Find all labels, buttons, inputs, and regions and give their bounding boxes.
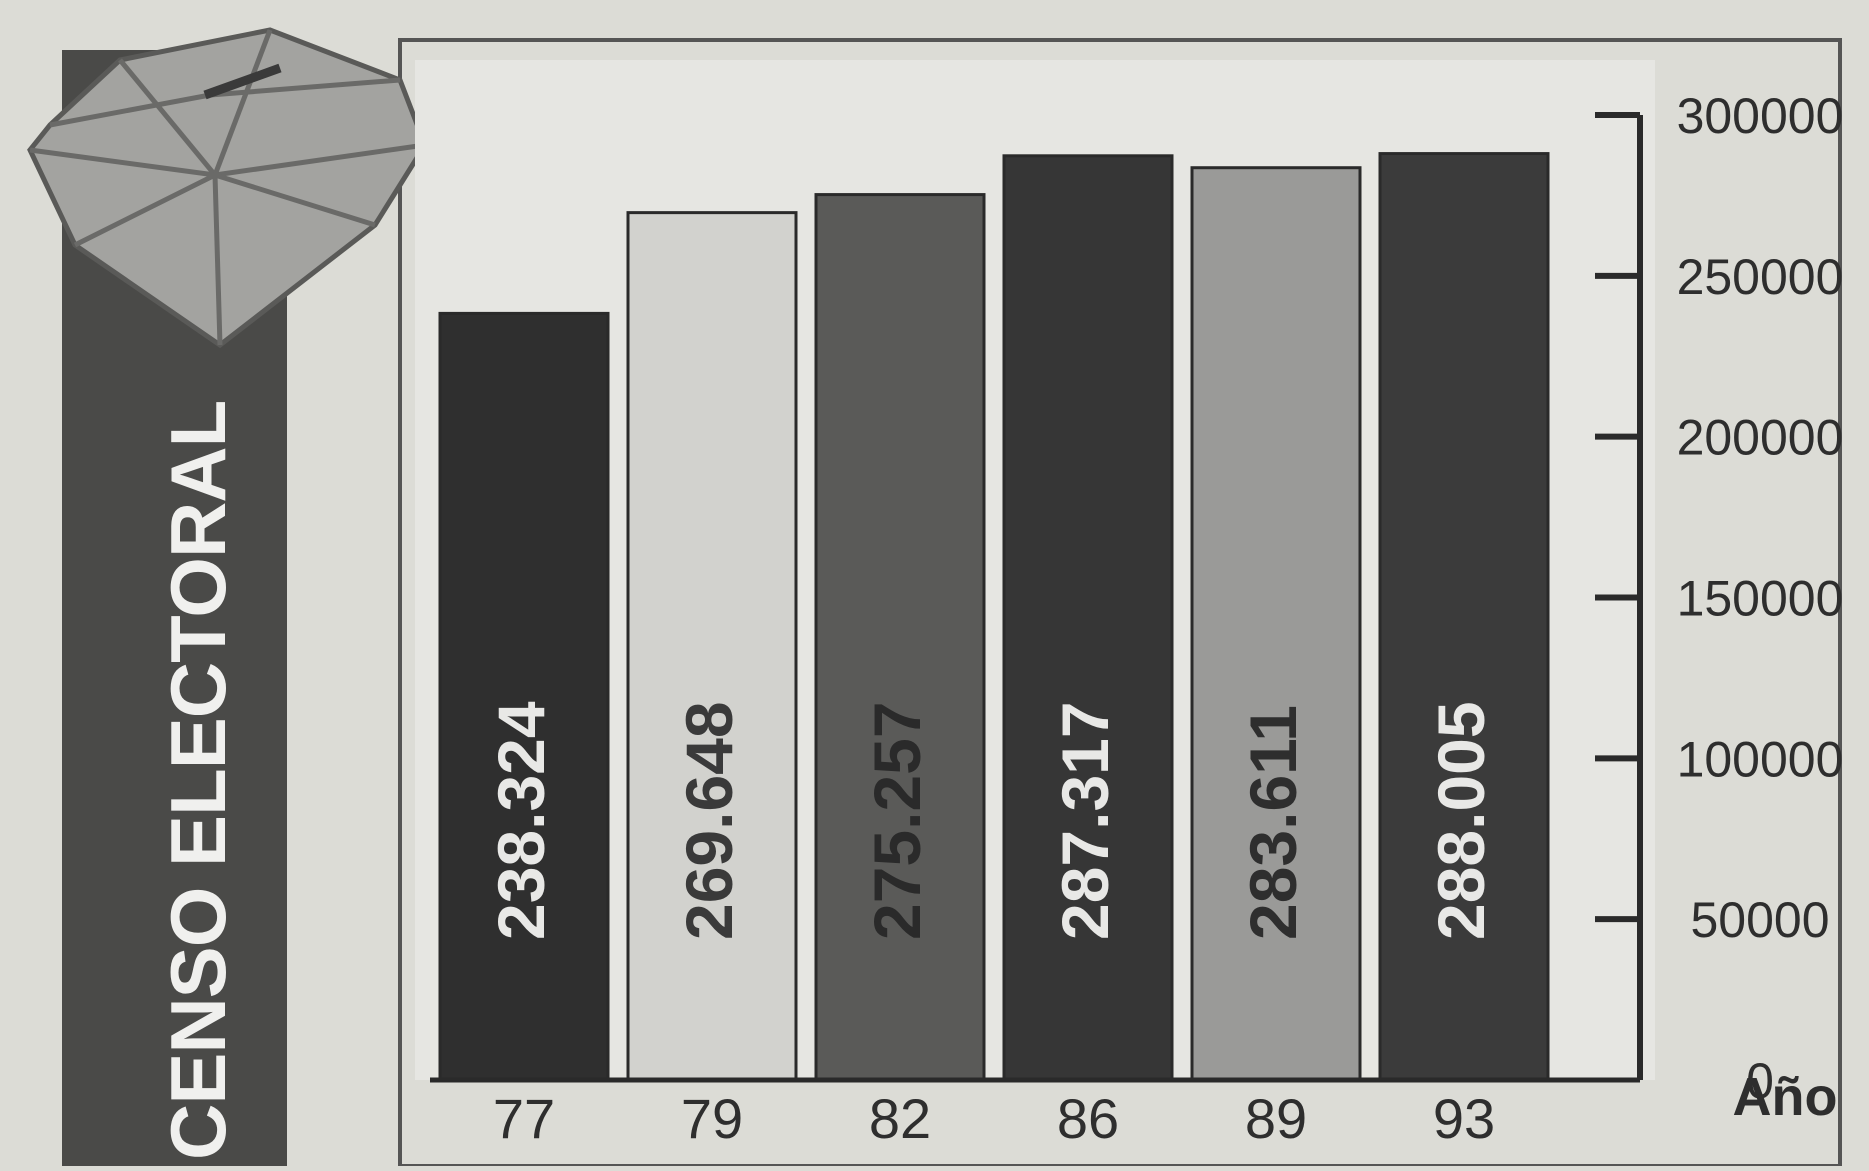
bar-value-label: 269.648 — [672, 701, 746, 940]
bar-value-label: 287.317 — [1048, 701, 1122, 940]
x-tick-label: 79 — [681, 1087, 743, 1150]
x-tick-label: 77 — [493, 1087, 555, 1150]
bar-value-label: 283.611 — [1236, 705, 1310, 940]
bar-89 — [1190, 166, 1362, 1082]
y-axis: 0 50000 100000 150000 200000 250000 300000 — [1595, 88, 1843, 1109]
bar-93 — [1378, 152, 1550, 1082]
bar-value-label: 288.005 — [1424, 701, 1498, 940]
bar-82 — [814, 193, 986, 1082]
x-tick-label: 89 — [1245, 1087, 1307, 1150]
y-tick-label: 250000 — [1677, 249, 1844, 305]
bar-79 — [626, 211, 798, 1082]
x-tick-label: 86 — [1057, 1087, 1119, 1150]
bars-layer: 238.324 269.648 275.257 287.317 283.611 288.0… — [415, 60, 1655, 1083]
x-tick-label: 93 — [1433, 1087, 1495, 1150]
bar-value-label: 238.324 — [484, 701, 558, 940]
y-tick-label: 0 — [1746, 1053, 1774, 1109]
bar-86 — [1002, 154, 1174, 1082]
bar-value-label: 275.257 — [860, 701, 934, 940]
x-axis-ticks: 77 79 82 86 89 93 — [493, 1087, 1495, 1150]
y-tick-label: 200000 — [1677, 410, 1844, 466]
y-tick-label: 150000 — [1677, 571, 1844, 627]
x-tick-label: 82 — [869, 1087, 931, 1150]
y-tick-label: 50000 — [1690, 892, 1829, 948]
bar-77 — [438, 311, 610, 1082]
chart-title: CENSO ELECTORAL — [154, 401, 242, 1160]
y-tick-label: 300000 — [1677, 88, 1844, 144]
ballot-box-icon — [27, 27, 428, 349]
y-tick-label: 100000 — [1677, 731, 1844, 787]
x-axis-label: Año — [1733, 1067, 1838, 1127]
